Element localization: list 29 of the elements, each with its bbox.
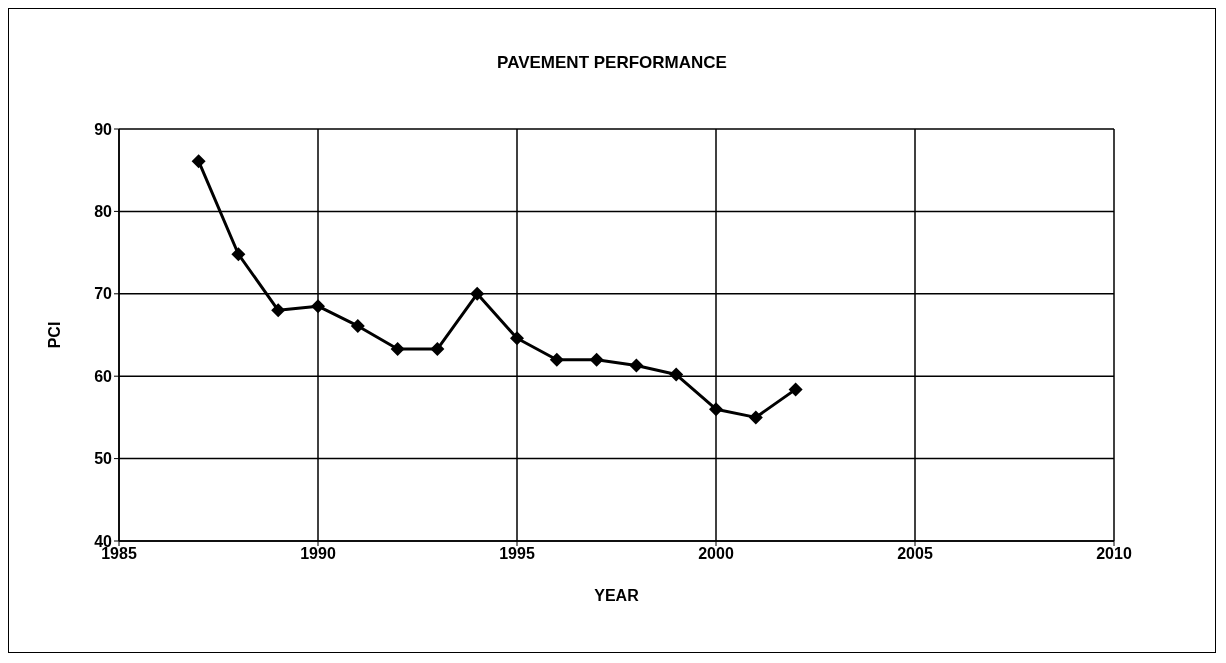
point (748, 410, 763, 425)
point (709, 402, 723, 417)
point (271, 303, 286, 318)
y-tick-label: 80 (94, 203, 113, 221)
point (629, 358, 644, 373)
point (669, 367, 684, 382)
point (231, 247, 246, 262)
y-tick-label: 70 (94, 285, 113, 303)
point (470, 286, 485, 301)
y-tick-label: 60 (94, 367, 113, 385)
x-tick-label: 1990 (300, 545, 336, 563)
x-tick-label: 2005 (897, 545, 933, 563)
point (549, 352, 564, 367)
point (788, 382, 803, 397)
point (589, 352, 604, 367)
point (510, 331, 524, 346)
y-axis-title: PCI (45, 321, 63, 349)
point (390, 342, 405, 357)
x-tick-label: 2010 (1096, 545, 1132, 563)
y-tick-label: 90 (94, 120, 113, 138)
point (350, 318, 365, 333)
point (191, 154, 206, 169)
x-tick-label: 1995 (499, 545, 535, 563)
point (430, 342, 445, 357)
x-axis-title: YEAR (594, 587, 640, 604)
point (311, 299, 325, 314)
y-tick-label: 50 (94, 450, 113, 468)
x-tick-label: 2000 (698, 545, 734, 563)
chart-title: PAVEMENT PERFORMANCE (496, 53, 728, 73)
